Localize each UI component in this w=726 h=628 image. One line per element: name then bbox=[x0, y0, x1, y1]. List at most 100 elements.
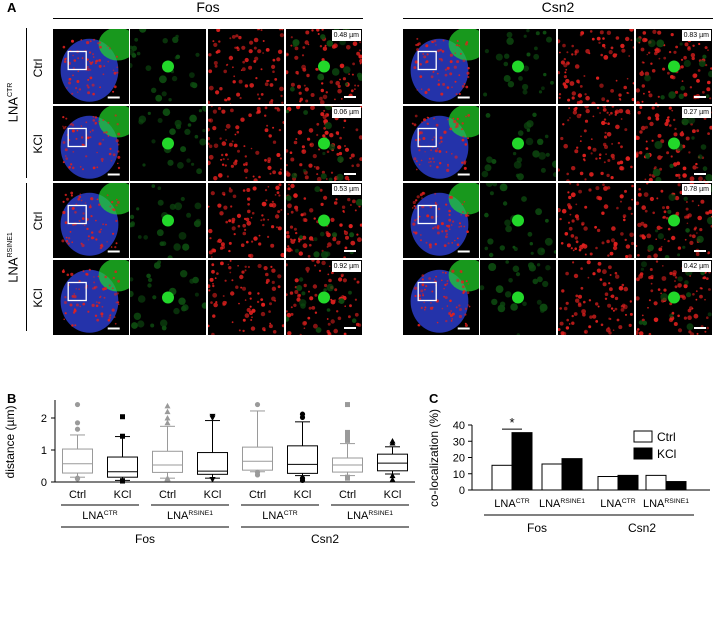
micrograph-csn2-row3-merge: 0.78 µm bbox=[636, 183, 712, 258]
legend-label-kcl: KCl bbox=[657, 447, 676, 461]
row-label-ctrl-2: Ctrl bbox=[31, 211, 45, 231]
y-tick-label: 30 bbox=[453, 436, 465, 448]
x-category-label: Ctrl bbox=[159, 489, 176, 501]
distance-value-label: 0.78 µm bbox=[681, 184, 711, 195]
micrograph-csn2-row4-merge: 0.42 µm bbox=[636, 260, 712, 335]
x-category-label: Ctrl bbox=[69, 489, 86, 501]
distance-value-label: 0.48 µm bbox=[331, 30, 361, 41]
x-category-label: Ctrl bbox=[249, 489, 266, 501]
bar-kcl-1 bbox=[511, 432, 533, 491]
micrograph-csn2-row3-overview bbox=[403, 183, 479, 258]
micrograph-csn2-row4-overview bbox=[403, 260, 479, 335]
box-iqr bbox=[107, 456, 138, 478]
outlier-point bbox=[74, 401, 81, 408]
box-plot-distance: 0 1 2 distance (µm) Ctrl KCl Ctrl KCl Ctrl KCl Ctr… bbox=[3, 400, 415, 546]
micrograph-fos-row1-merge: 0.48 µm bbox=[286, 29, 362, 104]
micrograph-csn2-row1-merge: 0.83 µm bbox=[636, 29, 712, 104]
group-label: Fos bbox=[527, 521, 547, 535]
outlier-point bbox=[299, 411, 306, 417]
outlier-point bbox=[299, 477, 306, 483]
micrograph-csn2-row4-green-channel bbox=[480, 260, 556, 335]
box-3 bbox=[152, 402, 183, 482]
x-category-label: KCl bbox=[384, 489, 402, 501]
outlier-point bbox=[120, 478, 125, 484]
outlier-point bbox=[389, 472, 396, 479]
micrograph-fos-row4-green-channel bbox=[130, 260, 206, 335]
group-label: Csn2 bbox=[628, 521, 656, 535]
box-6 bbox=[287, 411, 318, 483]
group-underline-csn2 bbox=[403, 18, 713, 19]
micrograph-fos-row2-merge: 0.06 µm bbox=[286, 106, 362, 181]
rowgroup-line-rsine1 bbox=[26, 183, 27, 331]
panel-a-letter: A bbox=[7, 0, 17, 15]
row-label-ctrl-1: Ctrl bbox=[31, 58, 45, 78]
group-underline-fos bbox=[53, 18, 363, 19]
legend-label-ctrl: Ctrl bbox=[657, 430, 676, 444]
micrograph-fos-row3-red-channel bbox=[208, 183, 284, 258]
rowgroup-line-ctr bbox=[26, 28, 27, 178]
box-5 bbox=[242, 401, 273, 478]
y-axis-label: co-localization (%) bbox=[427, 409, 441, 507]
micrograph-fos-row3-green-channel bbox=[130, 183, 206, 258]
box-iqr bbox=[287, 445, 318, 474]
panel-b-letter: B bbox=[7, 391, 17, 406]
outlier-point bbox=[209, 413, 216, 420]
x-category-label: KCl bbox=[114, 489, 132, 501]
legend-swatch-kcl bbox=[633, 447, 653, 460]
outlier-point bbox=[164, 402, 171, 409]
micrograph-csn2-row3-green-channel bbox=[480, 183, 556, 258]
bar-ctrl-1 bbox=[491, 464, 513, 491]
micrograph-csn2-row2-green-channel bbox=[480, 106, 556, 181]
y-tick-label: 1 bbox=[41, 445, 47, 457]
outlier-point bbox=[164, 415, 171, 421]
micrograph-fos-row1-overview bbox=[53, 29, 129, 104]
y-tick-label: 10 bbox=[453, 469, 465, 481]
micrograph-fos-row2-red-channel bbox=[208, 106, 284, 181]
micrograph-csn2-row3-red-channel bbox=[558, 183, 634, 258]
box-iqr bbox=[152, 450, 183, 473]
micrograph-fos-row1-red-channel bbox=[208, 29, 284, 104]
box-2 bbox=[107, 414, 138, 484]
outlier-point bbox=[389, 476, 396, 482]
subgroup-label: LNARSINE1 bbox=[167, 510, 213, 522]
bar-ctrl-2 bbox=[541, 463, 563, 491]
micrograph-csn2-row4-red-channel bbox=[558, 260, 634, 335]
micrograph-fos-row3-overview bbox=[53, 183, 129, 258]
micrograph-csn2-row2-merge: 0.27 µm bbox=[636, 106, 712, 181]
panel-c-letter: C bbox=[429, 391, 439, 406]
outlier-point bbox=[164, 408, 171, 415]
box-iqr bbox=[242, 446, 273, 471]
outlier-point bbox=[345, 433, 350, 439]
outlier-point bbox=[74, 476, 81, 482]
distance-value-label: 0.92 µm bbox=[331, 261, 361, 272]
micrograph-fos-row4-overview bbox=[53, 260, 129, 335]
x-category-label: LNACTR bbox=[494, 498, 529, 510]
y-tick-label: 40 bbox=[453, 420, 465, 432]
micrograph-fos-row3-merge: 0.53 µm bbox=[286, 183, 362, 258]
distance-value-label: 0.27 µm bbox=[681, 107, 711, 118]
rowgroup-label-lna-rsine1: LNARSINE1 bbox=[5, 232, 21, 283]
outlier-point bbox=[254, 472, 261, 478]
distance-value-label: 0.42 µm bbox=[681, 261, 711, 272]
outlier-point bbox=[74, 426, 81, 432]
micrograph-fos-row4-merge: 0.92 µm bbox=[286, 260, 362, 335]
micrograph-fos-row2-overview bbox=[53, 106, 129, 181]
subgroup-label: LNACTR bbox=[82, 510, 117, 522]
x-category-label: LNARSINE1 bbox=[539, 498, 585, 510]
x-category-label: KCl bbox=[294, 489, 312, 501]
micrograph-fos-row1-green-channel bbox=[130, 29, 206, 104]
legend-swatch-ctrl bbox=[633, 430, 653, 443]
outlier-point bbox=[345, 437, 350, 443]
box-iqr bbox=[377, 453, 408, 472]
micrograph-csn2-row1-overview bbox=[403, 29, 479, 104]
outlier-point bbox=[120, 414, 125, 420]
micrograph-fos-row2-green-channel bbox=[130, 106, 206, 181]
row-label-kcl-2: KCl bbox=[31, 288, 45, 308]
group-header-fos: Fos bbox=[196, 0, 220, 15]
distance-value-label: 0.83 µm bbox=[681, 30, 711, 41]
bar-kcl-3 bbox=[617, 474, 639, 491]
box-iqr bbox=[62, 448, 93, 474]
y-axis-label: distance (µm) bbox=[3, 406, 17, 479]
group-label: Csn2 bbox=[311, 532, 339, 546]
micrograph-csn2-row1-red-channel bbox=[558, 29, 634, 104]
